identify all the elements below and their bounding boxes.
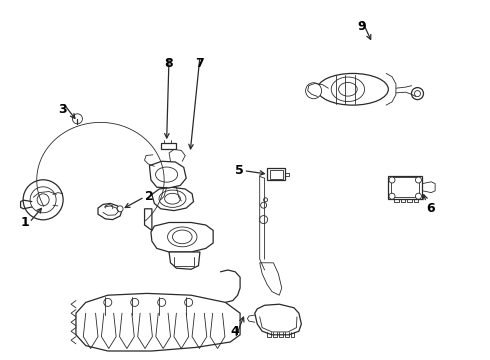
Circle shape [104,298,112,306]
Ellipse shape [339,82,357,96]
Polygon shape [270,170,283,179]
Circle shape [73,114,82,124]
Text: 3: 3 [58,103,67,116]
Ellipse shape [168,227,197,247]
Circle shape [416,193,421,199]
Text: 7: 7 [196,57,204,70]
Circle shape [412,87,423,100]
Polygon shape [98,203,122,220]
Circle shape [261,202,267,208]
Text: 6: 6 [426,202,435,215]
Polygon shape [161,143,176,149]
Circle shape [158,298,166,306]
Circle shape [37,194,49,206]
Polygon shape [388,176,422,199]
Text: 8: 8 [165,57,173,70]
Text: 5: 5 [235,164,244,177]
Circle shape [415,91,420,96]
Polygon shape [145,209,152,230]
Polygon shape [391,177,419,197]
Polygon shape [151,222,213,252]
Circle shape [260,216,268,224]
Text: 1: 1 [21,216,29,229]
Circle shape [389,193,395,199]
Polygon shape [267,168,285,180]
Text: 4: 4 [231,325,240,338]
Polygon shape [152,187,194,211]
Polygon shape [260,263,282,295]
Ellipse shape [159,190,186,207]
Circle shape [264,198,268,202]
Ellipse shape [156,167,178,182]
Polygon shape [255,304,301,335]
Ellipse shape [172,230,192,244]
Ellipse shape [318,73,388,105]
Polygon shape [76,293,240,351]
Ellipse shape [165,193,180,204]
Text: 2: 2 [145,190,153,203]
Circle shape [117,206,123,212]
Circle shape [416,177,421,183]
Circle shape [23,180,63,220]
Circle shape [389,177,395,183]
Circle shape [306,83,321,99]
Polygon shape [149,161,186,188]
Circle shape [30,187,56,213]
Ellipse shape [331,77,365,102]
Text: 9: 9 [357,20,366,33]
Circle shape [185,298,193,306]
Polygon shape [169,252,200,269]
Circle shape [131,298,139,306]
